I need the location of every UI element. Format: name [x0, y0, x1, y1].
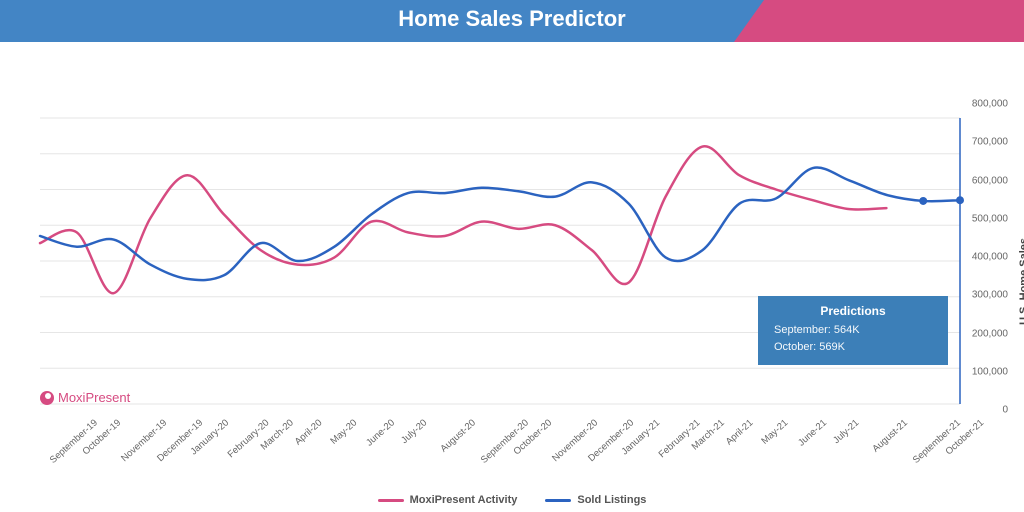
x-tick-label: May-21 [759, 417, 790, 446]
y-tick-label: 500,000 [972, 213, 1008, 224]
x-axis-labels: September-19October-19November-19Decembe… [30, 416, 966, 468]
legend-label: MoxiPresent Activity [410, 494, 518, 506]
legend: MoxiPresent Activity Sold Listings [0, 494, 1024, 506]
page-title: Home Sales Predictor [0, 0, 1024, 38]
x-tick-label: August-21 [870, 417, 910, 454]
y-tick-label: 0 [1002, 405, 1008, 416]
legend-swatch [378, 499, 404, 502]
y-tick-label: 600,000 [972, 175, 1008, 186]
predictions-title: Predictions [774, 304, 932, 318]
moxipresent-logo: MoxiPresent [40, 390, 130, 405]
logo-icon [40, 391, 54, 405]
legend-item-sold: Sold Listings [545, 494, 646, 506]
x-tick-label: June-20 [365, 417, 398, 448]
y-tick-label: 700,000 [972, 137, 1008, 148]
y-tick-label: 100,000 [972, 366, 1008, 377]
y-tick-label: 300,000 [972, 290, 1008, 301]
x-tick-label: July-21 [831, 417, 861, 446]
logo-text: MoxiPresent [58, 390, 130, 405]
x-tick-label: July-20 [400, 417, 430, 446]
x-tick-label: June-21 [796, 417, 829, 448]
x-tick-label: August-20 [439, 417, 479, 454]
predictions-line-1: September: 564K [774, 322, 932, 339]
y-tick-label: 400,000 [972, 252, 1008, 263]
y-axis-title: U.S. Home Sales [1018, 238, 1024, 325]
y-tick-label: 200,000 [972, 328, 1008, 339]
legend-swatch [545, 499, 571, 502]
title-banner: Home Sales Predictor [0, 0, 1024, 42]
legend-item-moxi: MoxiPresent Activity [378, 494, 518, 506]
legend-label: Sold Listings [577, 494, 646, 506]
predictions-line-2: October: 569K [774, 339, 932, 356]
x-tick-label: May-20 [328, 417, 359, 446]
x-tick-label: April-21 [724, 417, 756, 447]
predictions-box: Predictions September: 564K October: 569… [758, 296, 948, 365]
y-axis-labels: 0100,000200,000300,000400,000500,000600,… [964, 98, 1008, 404]
x-tick-label: April-20 [292, 417, 324, 447]
y-tick-label: 800,000 [972, 99, 1008, 110]
